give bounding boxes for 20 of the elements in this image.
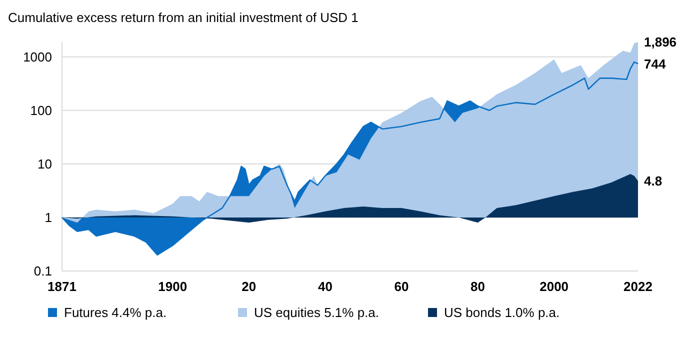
x-tick-label: 2000 <box>540 279 569 294</box>
legend-label: US bonds 1.0% p.a. <box>444 305 560 320</box>
y-tick-label: 10 <box>38 156 52 172</box>
y-tick-label: 0.1 <box>34 264 52 279</box>
data-label: 4.8 <box>644 174 662 189</box>
x-tick-label: 60 <box>394 279 409 294</box>
y-tick-label: 1 <box>44 210 52 226</box>
x-tick-label: 1900 <box>158 279 188 294</box>
x-tick-label: 40 <box>318 279 332 294</box>
x-tick-label: 80 <box>470 279 486 294</box>
x-tick-label: 2022 <box>624 279 652 294</box>
legend-label: Futures 4.4% p.a. <box>64 305 167 320</box>
y-tick-label: 1000 <box>23 49 52 64</box>
data-label: 744 <box>644 56 666 72</box>
y-tick-label: 100 <box>30 102 52 118</box>
x-tick-label: 1871 <box>48 279 76 294</box>
data-label: 1,896 <box>644 34 677 50</box>
chart-title: Cumulative excess return from an initial investment of USD 1 <box>8 10 358 25</box>
legend-label: US equities 5.1% p.a. <box>254 305 380 320</box>
x-tick-label: 20 <box>242 279 256 294</box>
